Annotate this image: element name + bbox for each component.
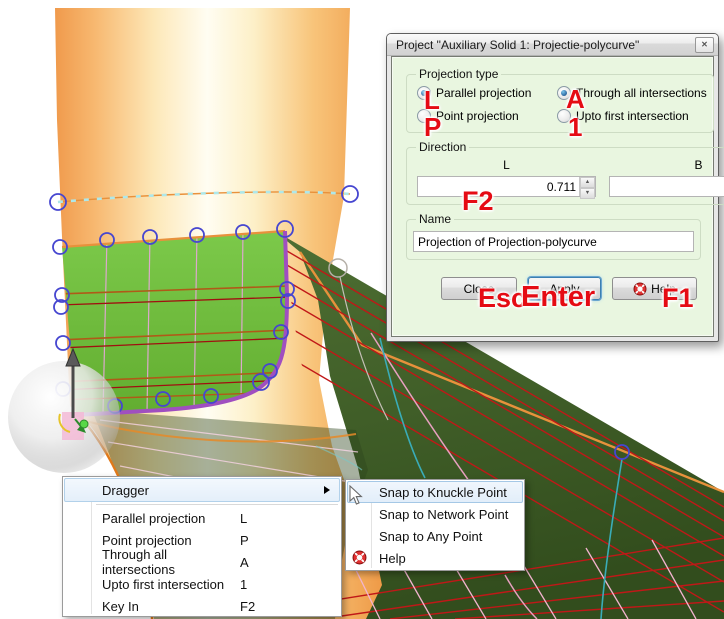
- flare-teal-arc: [315, 445, 363, 471]
- submenu-arrow-icon: [324, 486, 330, 494]
- key-overlay-keyin: F2: [462, 186, 494, 216]
- submenu-item-snap-any[interactable]: Snap to Any Point: [347, 525, 523, 547]
- menu-gutter: [91, 479, 92, 614]
- radio-through-all-intersections[interactable]: Through all intersections: [557, 86, 707, 100]
- radio-icon[interactable]: [417, 109, 431, 123]
- direction-label: Direction: [419, 140, 467, 154]
- key-overlay-help: F1: [662, 283, 694, 313]
- field-label: B: [694, 158, 703, 172]
- field-label: L: [503, 158, 510, 172]
- deck-frame-lines: [275, 243, 724, 619]
- radio-label: Upto first intersection: [576, 109, 689, 123]
- dialog-body: Projection type Parallel projection Thro…: [391, 56, 724, 337]
- menu-item-label: Parallel projection: [102, 510, 206, 526]
- key-overlay-upto: 1: [568, 112, 583, 142]
- spinner-buttons[interactable]: ▲ ▼: [579, 177, 595, 199]
- mouse-cursor: [349, 485, 363, 505]
- key-overlay-through: A: [566, 84, 585, 114]
- menu-item-label: Through all intersections: [102, 547, 175, 577]
- menu-item-label: Snap to Any Point: [379, 528, 483, 544]
- key-overlay-parallel: L: [424, 85, 440, 115]
- menu-item-label: Snap to Network Point: [379, 506, 509, 522]
- deck-waterlines-pink: [351, 539, 697, 619]
- menu-item-key-in[interactable]: Key In F2: [64, 595, 340, 617]
- menu-shortcut: F2: [240, 598, 256, 614]
- radio-label: Parallel projection: [436, 86, 532, 100]
- dragger-widget[interactable]: [58, 347, 89, 440]
- submenu-item-help[interactable]: Help: [347, 547, 523, 569]
- submenu-item-snap-knuckle[interactable]: Snap to Knuckle Point: [347, 481, 523, 503]
- help-button[interactable]: Help: [612, 277, 697, 300]
- control-points[interactable]: [52, 220, 296, 414]
- button-label: Help: [651, 281, 676, 296]
- direction-b-input[interactable]: [610, 177, 724, 196]
- direction-field-l: L ▲▼: [417, 158, 596, 199]
- button-label: Apply: [549, 281, 580, 296]
- radio-upto-first-intersection[interactable]: Upto first intersection: [557, 109, 707, 123]
- name-input[interactable]: [413, 231, 694, 252]
- radio-icon[interactable]: [417, 86, 431, 100]
- direction-l-input[interactable]: [418, 177, 579, 196]
- spline-pink: [370, 332, 538, 619]
- menu-item-upto-first-intersection[interactable]: Upto first intersection 1: [64, 573, 340, 595]
- close-button[interactable]: Close: [441, 277, 517, 300]
- menu-shortcut: A: [240, 554, 249, 570]
- menu-gutter: [371, 482, 372, 568]
- menu-shortcut: 1: [240, 576, 248, 592]
- name-group: Name: [406, 212, 701, 260]
- menu-item-label: Key In: [102, 598, 139, 614]
- menu-shortcut: L: [240, 510, 248, 526]
- menu-item-dragger[interactable]: Dragger: [64, 478, 340, 502]
- menu-item-label: Dragger: [102, 482, 149, 498]
- direction-field-b: B ▲▼: [609, 158, 724, 197]
- lifebuoy-icon: [352, 550, 367, 565]
- radio-label: Point projection: [436, 109, 519, 123]
- button-label: Close: [463, 281, 495, 296]
- key-overlay-apply: Enter: [521, 281, 596, 313]
- lifebuoy-icon: [633, 282, 647, 295]
- menu-item-point-projection[interactable]: Point projection P: [64, 529, 340, 551]
- radio-point-projection[interactable]: Point projection: [417, 109, 557, 123]
- radio-label: Through all intersections: [576, 86, 707, 100]
- submenu-item-snap-network[interactable]: Snap to Network Point: [347, 503, 523, 525]
- name-label: Name: [419, 212, 452, 226]
- projection-patch[interactable]: [58, 229, 290, 417]
- context-menu: Dragger Parallel projection L Point proj…: [62, 476, 342, 617]
- menu-shortcut: P: [240, 532, 249, 548]
- menu-item-label: Help: [379, 550, 406, 566]
- menu-item-parallel-projection[interactable]: Parallel projection L: [64, 507, 340, 529]
- menu-item-label: Point projection: [102, 532, 192, 548]
- direction-group: Direction L ▲▼ B ▲▼ H: [406, 140, 724, 205]
- project-dialog: Project "Auxiliary Solid 1: Projectie-po…: [386, 33, 724, 342]
- menu-item-through-all-intersections[interactable]: Through all intersections A: [64, 547, 340, 577]
- menu-item-label: Upto first intersection: [102, 576, 225, 592]
- grey-spline: [328, 258, 389, 421]
- menu-item-label: Snap to Knuckle Point: [379, 484, 507, 500]
- control-point[interactable]: [614, 444, 630, 460]
- menu-separator: [96, 504, 338, 505]
- radio-icon[interactable]: [557, 86, 571, 100]
- dragger-submenu: Snap to Knuckle Point Snap to Network Po…: [345, 479, 525, 571]
- key-overlay-point: P: [424, 112, 442, 142]
- radio-icon[interactable]: [557, 109, 571, 123]
- projection-type-group: Projection type Parallel projection Thro…: [406, 67, 714, 133]
- radio-parallel-projection[interactable]: Parallel projection: [417, 86, 557, 100]
- apply-button[interactable]: Apply: [528, 277, 601, 300]
- spline-teal: [379, 337, 623, 619]
- dialog-close-icon[interactable]: ✕: [695, 37, 714, 53]
- key-overlay-close: Esc: [478, 283, 527, 313]
- intersection-curve[interactable]: [49, 185, 359, 211]
- dialog-titlebar[interactable]: Project "Auxiliary Solid 1: Projectie-po…: [387, 34, 718, 56]
- projection-type-label: Projection type: [419, 67, 499, 81]
